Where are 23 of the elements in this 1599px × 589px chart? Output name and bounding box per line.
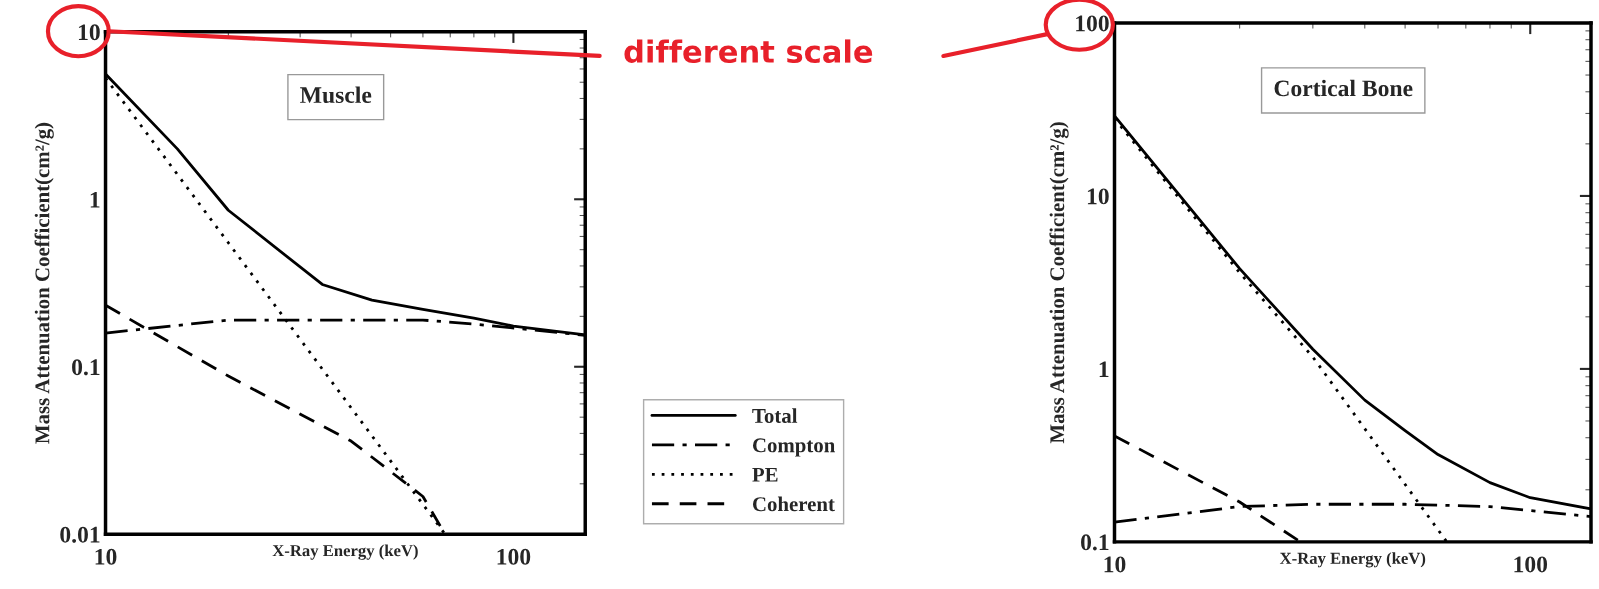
text: Muscle xyxy=(300,86,372,104)
y-axis-title: Mass Attenuation Coefficient(cm²/g) xyxy=(34,122,54,444)
y-tick-label: 1 xyxy=(90,191,100,208)
y-tick-label: 100 xyxy=(1076,15,1109,32)
y-axis-title: Mass Attenuation Coefficient(cm²/g) xyxy=(1049,122,1069,444)
y-tick-label: 10 xyxy=(78,24,100,41)
y-tick-label: 0.01 xyxy=(60,526,100,543)
x-tick-label: 10 xyxy=(95,548,117,565)
y-tick-label: 0.1 xyxy=(1081,534,1109,551)
legend-label: Compton xyxy=(752,438,835,457)
y-tick-label: 10 xyxy=(1087,188,1109,205)
y-tick-label: 0.1 xyxy=(72,359,100,376)
x-axis-title: X-Ray Energy (keV) xyxy=(272,544,418,560)
x-tick-label: 10 xyxy=(1104,556,1126,573)
legend-label: Total xyxy=(752,408,798,423)
text: different scale xyxy=(624,39,873,64)
x-axis-title: X-Ray Energy (keV) xyxy=(1279,552,1426,568)
legend-label: Coherent xyxy=(752,496,835,512)
legend-label: PE xyxy=(752,467,778,482)
x-tick-label: 100 xyxy=(1514,556,1548,573)
y-tick-label: 1 xyxy=(1099,361,1109,378)
text: Cortical Bone xyxy=(1274,79,1413,97)
x-tick-label: 100 xyxy=(497,548,531,565)
